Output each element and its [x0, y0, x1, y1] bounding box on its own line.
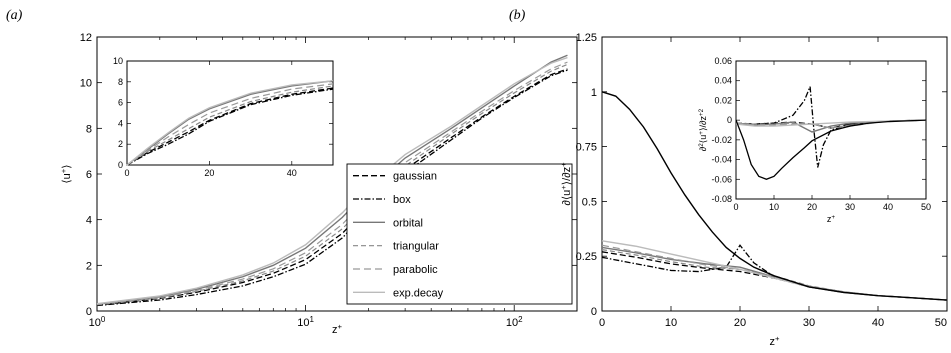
y-tick-label: 12 — [80, 32, 92, 44]
x-tick-label: 10 — [665, 317, 677, 329]
inset-b-series-line — [736, 86, 927, 168]
x-tick-label: 30 — [803, 317, 815, 329]
legend-label-gaussian: gaussian — [393, 171, 437, 183]
inset-y-tick-label: 0 — [727, 115, 732, 125]
series-line-gaussian — [96, 68, 568, 306]
panel-b-axes-box — [601, 36, 948, 312]
y-tick-label: 8 — [86, 123, 92, 135]
legend-label-exp.decay: exp.decay — [393, 287, 444, 299]
series-line-parabolic — [601, 244, 948, 301]
inset-a-series-line — [126, 80, 334, 166]
inset-a-series-line — [126, 88, 334, 166]
inset-a-series-line — [126, 85, 334, 166]
y-tick-label: 6 — [86, 169, 92, 181]
inset-a-series-line — [126, 83, 334, 166]
series-line-orbital — [601, 246, 948, 301]
inset-x-tick-label: 30 — [845, 202, 855, 212]
inset-b-series-line — [735, 119, 927, 180]
y-tick-label: 0 — [591, 306, 597, 318]
inset-y-tick-label: 8 — [118, 77, 123, 87]
inset-y-tick-label: 10 — [113, 56, 123, 66]
legend-label-box: box — [393, 194, 411, 206]
y-tick-label: 0 — [86, 306, 92, 318]
series-line-exp.decay — [601, 240, 948, 301]
inset-x-tick-label: 50 — [921, 202, 931, 212]
y-axis-label: ∂⟨u+⟩/∂z+ — [559, 162, 574, 206]
inset-x-tick-label: 40 — [883, 202, 893, 212]
inset-y-tick-label: -0.04 — [711, 155, 732, 165]
panel-a-label: (a) — [6, 8, 23, 23]
inset-x-tick-label: 10 — [769, 202, 779, 212]
y-tick-label: 0.5 — [582, 196, 597, 208]
inset-b-box — [735, 60, 927, 200]
series-line-box — [601, 244, 948, 301]
panel-b: (b)0 10 20 30 40 5000.250.50.7511.25z+∂⟨u+⟩/∂… — [509, 8, 948, 349]
inset-y-tick-label: 2 — [118, 139, 123, 149]
x-axis-label: z+ — [770, 334, 781, 349]
y-tick-label: 10 — [80, 78, 92, 90]
inset-x-tick-label: 0 — [733, 202, 738, 212]
inset-y-tick-label: -0.08 — [711, 194, 732, 204]
panel-a: (a) 100 101 102 0 2 4 6 8 10 12 z+ ⟨u+⟩ 0 20 40 0 2 4 6 8 10 g… — [6, 8, 578, 337]
x-tick-label: 20 — [734, 317, 746, 329]
x-tick-label: 50 — [935, 317, 947, 329]
y-axis-label: ⟨u+⟩ — [59, 164, 74, 183]
x-axis-label: z+ — [332, 322, 343, 337]
y-tick-label: 0.25 — [576, 251, 597, 263]
inset-b-series-line — [735, 119, 927, 127]
panel-b-label: (b) — [509, 8, 526, 23]
inset-y-tick-label: 4 — [118, 118, 123, 128]
inset-x-axis-label: z+ — [827, 214, 836, 225]
y-tick-label: 2 — [86, 260, 92, 272]
legend-label-orbital: orbital — [393, 217, 423, 229]
inset-y-tick-label: -0.02 — [711, 135, 732, 145]
x-tick-label: 100 — [89, 315, 106, 330]
y-tick-label: 4 — [86, 215, 92, 227]
inset-y-tick-label: -0.06 — [711, 174, 732, 184]
y-tick-label: 1.25 — [576, 32, 597, 44]
inset-y-tick-label: 0.06 — [714, 56, 732, 66]
x-tick-label: 0 — [599, 317, 605, 329]
inset-y-axis-label: ∂2⟨u+⟩/∂z+2 — [698, 108, 709, 151]
inset-x-tick-label: 20 — [807, 202, 817, 212]
y-tick-label: 1 — [591, 87, 597, 99]
x-tick-label: 101 — [297, 315, 314, 330]
inset-x-tick-label: 40 — [287, 168, 297, 178]
legend-label-triangular: triangular — [393, 241, 439, 253]
x-tick-label: 40 — [872, 317, 884, 329]
inset-a-series-line — [126, 80, 334, 166]
x-tick-label: 102 — [506, 315, 523, 330]
inset-y-tick-label: 0 — [118, 160, 123, 170]
inset-y-tick-label: 0.02 — [714, 95, 732, 105]
inset-b-series-line — [735, 119, 927, 129]
legend-label-parabolic: parabolic — [393, 264, 438, 276]
inset-y-tick-label: 6 — [118, 98, 123, 108]
inset-y-tick-label: 0.04 — [714, 76, 732, 86]
series-line-reference — [601, 91, 948, 301]
y-tick-label: 0.75 — [576, 142, 597, 154]
inset-a-series-line — [126, 87, 334, 166]
inset-x-tick-label: 0 — [124, 168, 129, 178]
inset-x-tick-label: 20 — [204, 168, 214, 178]
legend-box — [346, 163, 573, 305]
series-line-triangular — [601, 249, 948, 301]
